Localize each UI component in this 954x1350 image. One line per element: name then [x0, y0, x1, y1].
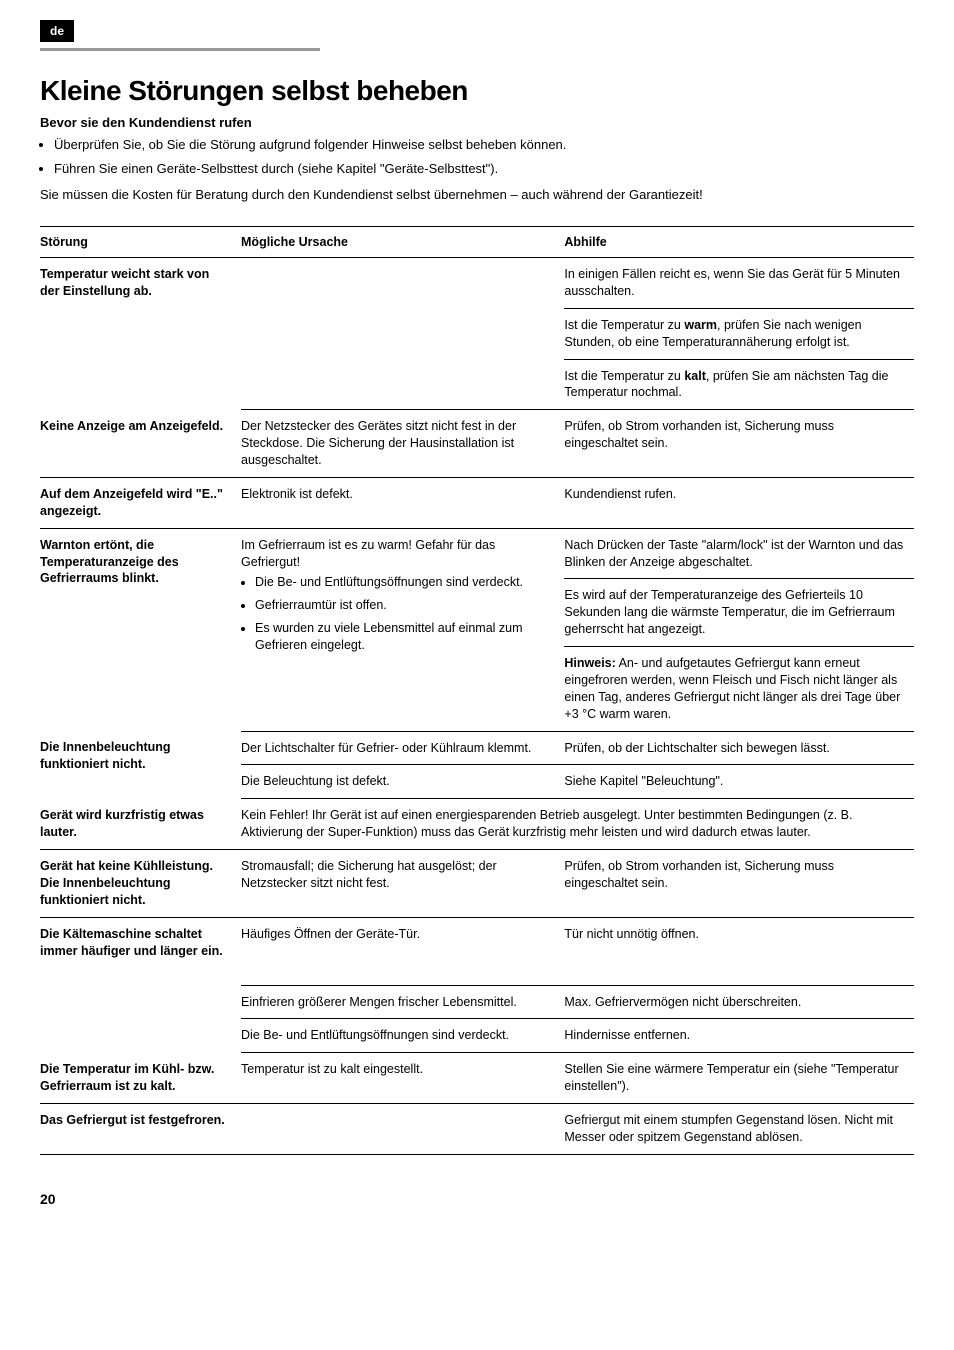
- bold-text: kalt: [684, 369, 706, 383]
- page: de Kleine Störungen selbst beheben Bevor…: [0, 0, 954, 1247]
- table-row: Gerät hat keine Kühlleistung. Die Innenb…: [40, 850, 914, 918]
- fault-cell: Warnton ertönt, die Temperaturanzeige de…: [40, 528, 241, 731]
- separator-bar: [40, 48, 320, 51]
- fault-cell: Auf dem Anzeigefeld wird "E.." angezeigt…: [40, 477, 241, 528]
- remedy-cell: Es wird auf der Temperaturanzeige des Ge…: [564, 579, 914, 647]
- table-row: Keine Anzeige am Anzeigefeld. Der Netzst…: [40, 410, 914, 478]
- table-row: Warnton ertönt, die Temperaturanzeige de…: [40, 528, 914, 579]
- fault-cell: Das Gefriergut ist festgefroren.: [40, 1104, 241, 1155]
- th-fault: Störung: [40, 227, 241, 258]
- cause-cell: Elektronik ist defekt.: [241, 477, 564, 528]
- page-title: Kleine Störungen selbst beheben: [40, 75, 914, 107]
- intro-bullets: Überprüfen Sie, ob Sie die Störung aufgr…: [40, 136, 914, 177]
- remedy-cell: Prüfen, ob Strom vorhanden ist, Sicherun…: [564, 410, 914, 478]
- intro-bullet: Überprüfen Sie, ob Sie die Störung aufgr…: [54, 136, 914, 154]
- cause-list: Die Be- und Entlüftungsöffnungen sind ve…: [241, 574, 554, 654]
- bold-text: warm: [684, 318, 717, 332]
- remedy-cell: Ist die Temperatur zu kalt, prüfen Sie a…: [564, 359, 914, 410]
- th-cause: Mögliche Ursache: [241, 227, 564, 258]
- fault-cell: Gerät hat keine Kühlleistung. Die Innenb…: [40, 850, 241, 918]
- fault-cell: Temperatur weicht stark von der Einstell…: [40, 258, 241, 410]
- remedy-cell: Kundendienst rufen.: [564, 477, 914, 528]
- bold-text: Hinweis:: [564, 656, 615, 670]
- fault-cell: Gerät wird kurzfristig etwas lauter.: [40, 799, 241, 850]
- table-row: Die Innenbeleuchtung funktioniert nicht.…: [40, 731, 914, 765]
- table-header-row: Störung Mögliche Ursache Abhilfe: [40, 227, 914, 258]
- cause-cell: [241, 1104, 564, 1155]
- merged-cell: Kein Fehler! Ihr Gerät ist auf einen ene…: [241, 799, 914, 850]
- text: Im Gefrierraum ist es zu warm! Gefahr fü…: [241, 537, 554, 571]
- remedy-cell: Hindernisse entfernen.: [564, 1019, 914, 1053]
- cause-cell: Die Beleuchtung ist defekt.: [241, 765, 564, 799]
- troubleshoot-table: Störung Mögliche Ursache Abhilfe Tempera…: [40, 226, 914, 1155]
- cause-cell: Einfrieren größerer Mengen frischer Lebe…: [241, 985, 564, 1019]
- remedy-cell: Prüfen, ob der Lichtschalter sich bewege…: [564, 731, 914, 765]
- remedy-cell: In einigen Fällen reicht es, wenn Sie da…: [564, 258, 914, 309]
- table-row: Das Gefriergut ist festgefroren. Gefrier…: [40, 1104, 914, 1155]
- fault-cell: Die Temperatur im Kühl- bzw. Gefrierraum…: [40, 1053, 241, 1104]
- text: Ist die Temperatur zu: [564, 318, 684, 332]
- text: Ist die Temperatur zu: [564, 369, 684, 383]
- cause-cell: Der Lichtschalter für Gefrier- oder Kühl…: [241, 731, 564, 765]
- remedy-cell: Ist die Temperatur zu warm, prüfen Sie n…: [564, 308, 914, 359]
- intro-subhead: Bevor sie den Kundendienst rufen: [40, 115, 914, 130]
- list-item: Es wurden zu viele Lebensmittel auf einm…: [255, 620, 554, 654]
- cause-cell: Der Netzstecker des Gerätes sitzt nicht …: [241, 410, 564, 478]
- page-number: 20: [40, 1191, 914, 1207]
- fault-cell: Die Kältemaschine schaltet immer häufige…: [40, 917, 241, 1053]
- intro-bullet: Führen Sie einen Geräte-Selbsttest durch…: [54, 160, 914, 178]
- th-remedy: Abhilfe: [564, 227, 914, 258]
- table-row: Die Temperatur im Kühl- bzw. Gefrierraum…: [40, 1053, 914, 1104]
- cause-cell: Temperatur ist zu kalt eingestellt.: [241, 1053, 564, 1104]
- remedy-cell: Stellen Sie eine wärmere Temperatur ein …: [564, 1053, 914, 1104]
- remedy-cell: Max. Gefriervermögen nicht überschreiten…: [564, 985, 914, 1019]
- fault-cell: Die Innenbeleuchtung funktioniert nicht.: [40, 731, 241, 799]
- cause-cell: Im Gefrierraum ist es zu warm! Gefahr fü…: [241, 528, 564, 731]
- remedy-cell: Tür nicht unnötig öffnen.: [564, 917, 914, 985]
- fault-cell: Keine Anzeige am Anzeigefeld.: [40, 410, 241, 478]
- remedy-cell: Gefriergut mit einem stumpfen Gegenstand…: [564, 1104, 914, 1155]
- cause-cell: Die Be- und Entlüftungsöffnungen sind ve…: [241, 1019, 564, 1053]
- cause-cell: [241, 258, 564, 410]
- cause-cell: Stromausfall; die Sicherung hat ausgelös…: [241, 850, 564, 918]
- language-tab: de: [40, 20, 74, 42]
- table-row: Gerät wird kurzfristig etwas lauter. Kei…: [40, 799, 914, 850]
- table-row: Temperatur weicht stark von der Einstell…: [40, 258, 914, 309]
- table-row: Auf dem Anzeigefeld wird "E.." angezeigt…: [40, 477, 914, 528]
- remedy-cell: Siehe Kapitel "Beleuchtung".: [564, 765, 914, 799]
- remedy-cell: Nach Drücken der Taste "alarm/lock" ist …: [564, 528, 914, 579]
- remedy-cell: Prüfen, ob Strom vorhanden ist, Sicherun…: [564, 850, 914, 918]
- remedy-cell: Hinweis: An- und aufgetautes Gefriergut …: [564, 647, 914, 732]
- list-item: Die Be- und Entlüftungsöffnungen sind ve…: [255, 574, 554, 591]
- cause-cell: Häufiges Öffnen der Geräte-Tür.: [241, 917, 564, 985]
- intro-note: Sie müssen die Kosten für Beratung durch…: [40, 187, 914, 202]
- table-row: Die Kältemaschine schaltet immer häufige…: [40, 917, 914, 985]
- list-item: Gefrierraumtür ist offen.: [255, 597, 554, 614]
